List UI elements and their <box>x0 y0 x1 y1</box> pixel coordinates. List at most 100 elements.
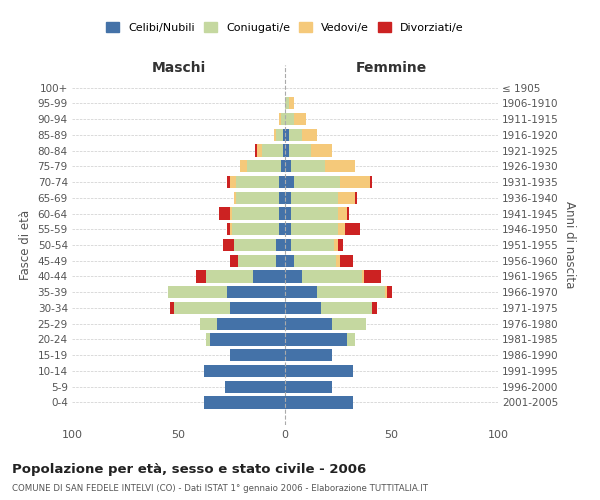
Y-axis label: Anni di nascita: Anni di nascita <box>563 202 575 288</box>
Bar <box>283 144 285 156</box>
Bar <box>236 192 278 204</box>
Bar <box>230 208 232 220</box>
Bar <box>344 223 359 235</box>
Bar <box>206 270 253 282</box>
Text: COMUNE DI SAN FEDELE INTELVI (CO) - Dati ISTAT 1° gennaio 2006 - Elaborazione TU: COMUNE DI SAN FEDELE INTELVI (CO) - Dati… <box>12 484 428 493</box>
Bar <box>292 160 325 172</box>
Bar <box>285 144 289 156</box>
Bar <box>285 334 347 345</box>
Bar <box>364 270 381 282</box>
Bar <box>230 254 238 267</box>
Bar <box>321 302 373 314</box>
Bar <box>293 176 340 188</box>
Bar <box>355 192 358 204</box>
Bar <box>311 144 332 156</box>
Bar <box>285 113 293 125</box>
Bar <box>234 192 236 204</box>
Bar <box>226 380 285 393</box>
Bar <box>285 286 317 298</box>
Bar <box>362 270 364 282</box>
Bar <box>206 334 211 345</box>
Bar <box>338 223 344 235</box>
Bar <box>347 334 355 345</box>
Bar <box>278 192 285 204</box>
Bar <box>285 318 332 330</box>
Bar <box>278 223 285 235</box>
Bar <box>247 160 281 172</box>
Bar <box>285 208 292 220</box>
Bar <box>292 192 338 204</box>
Bar <box>253 270 285 282</box>
Bar <box>240 160 247 172</box>
Bar <box>227 223 230 235</box>
Bar <box>196 270 206 282</box>
Bar <box>281 160 285 172</box>
Bar <box>230 223 232 235</box>
Bar <box>238 254 277 267</box>
Bar <box>285 97 289 110</box>
Bar <box>262 144 283 156</box>
Bar <box>293 254 336 267</box>
Bar <box>232 223 278 235</box>
Bar <box>283 128 285 141</box>
Bar <box>277 254 285 267</box>
Bar <box>332 318 366 330</box>
Bar <box>317 286 385 298</box>
Bar <box>325 160 355 172</box>
Bar <box>204 365 285 377</box>
Bar <box>336 254 340 267</box>
Legend: Celibi/Nubili, Coniugati/e, Vedovi/e, Divorziati/e: Celibi/Nubili, Coniugati/e, Vedovi/e, Di… <box>104 20 466 36</box>
Bar <box>289 144 311 156</box>
Bar <box>200 318 217 330</box>
Bar <box>347 208 349 220</box>
Bar <box>302 270 362 282</box>
Bar <box>338 192 355 204</box>
Bar <box>227 176 230 188</box>
Bar <box>278 176 285 188</box>
Bar <box>285 302 321 314</box>
Bar <box>234 239 277 251</box>
Bar <box>302 128 317 141</box>
Text: Femmine: Femmine <box>356 61 427 75</box>
Bar <box>285 270 302 282</box>
Bar <box>334 239 338 251</box>
Bar <box>274 128 277 141</box>
Bar <box>204 396 285 408</box>
Bar <box>370 176 373 188</box>
Bar <box>277 128 283 141</box>
Bar <box>255 144 257 156</box>
Bar <box>285 365 353 377</box>
Bar <box>292 208 338 220</box>
Bar <box>174 302 230 314</box>
Bar <box>285 380 332 393</box>
Bar <box>340 254 353 267</box>
Bar <box>223 239 234 251</box>
Bar <box>285 239 292 251</box>
Bar <box>232 208 278 220</box>
Bar <box>385 286 387 298</box>
Bar <box>285 128 289 141</box>
Bar <box>211 334 285 345</box>
Bar <box>340 176 370 188</box>
Bar <box>338 239 343 251</box>
Bar <box>373 302 377 314</box>
Bar <box>289 128 302 141</box>
Bar <box>257 144 262 156</box>
Bar <box>230 349 285 362</box>
Bar <box>219 208 230 220</box>
Bar <box>285 223 292 235</box>
Bar <box>277 239 285 251</box>
Bar <box>227 286 285 298</box>
Bar <box>293 113 306 125</box>
Bar <box>217 318 285 330</box>
Bar <box>285 176 293 188</box>
Bar <box>285 192 292 204</box>
Bar <box>281 113 285 125</box>
Bar <box>285 254 293 267</box>
Bar <box>170 302 174 314</box>
Bar <box>285 160 292 172</box>
Bar <box>278 113 281 125</box>
Text: Popolazione per età, sesso e stato civile - 2006: Popolazione per età, sesso e stato civil… <box>12 462 366 475</box>
Bar <box>387 286 392 298</box>
Bar <box>236 176 278 188</box>
